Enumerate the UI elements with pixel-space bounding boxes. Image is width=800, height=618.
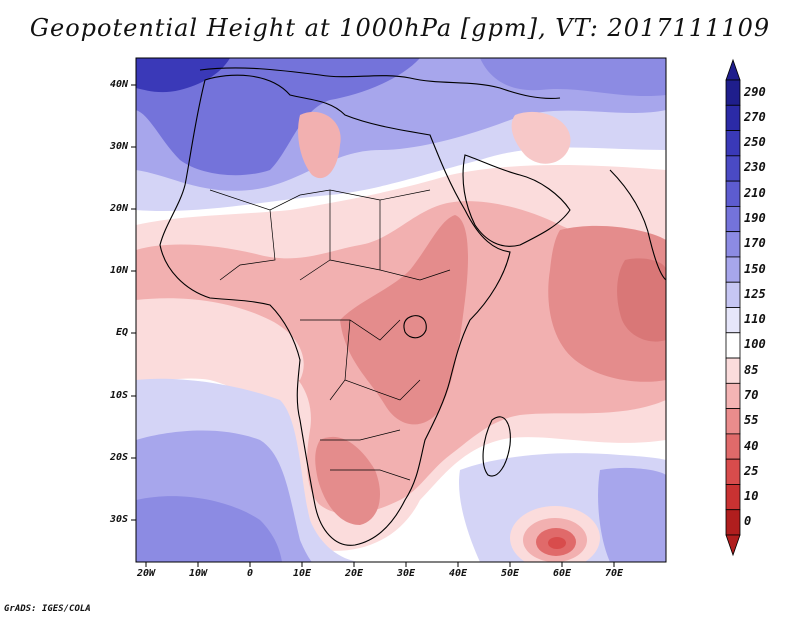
colorbar-swatch	[725, 307, 741, 334]
lon-label-20e: 20E	[344, 568, 364, 579]
lon-label-70e: 70E	[604, 568, 624, 579]
colorbar-level-label: 210	[744, 185, 766, 200]
colorbar-level-label: 110	[744, 312, 766, 327]
lat-label-20s: 20S	[109, 452, 128, 463]
colorbar-level-label: 10	[744, 489, 759, 504]
colorbar-level-label: 40	[744, 438, 759, 453]
lon-label-60e: 60E	[552, 568, 572, 579]
contour-blue-mid-north	[136, 58, 420, 176]
contour-red-mid-eastafrica	[340, 215, 468, 425]
colorbar	[725, 58, 741, 557]
lat-label-30n: 30N	[109, 141, 128, 152]
map-title: Geopotential Height at 1000hPa [gpm], VT…	[29, 14, 771, 42]
colorbar-level-label: 0	[744, 514, 752, 529]
colorbar-level-label: 85	[744, 362, 759, 377]
contour-blue-mid-northeast	[480, 58, 666, 97]
colorbar-level-label: 70	[744, 387, 759, 402]
colorbar-swatch	[725, 433, 741, 460]
lon-label-10e: 10E	[292, 568, 312, 579]
colorbar-swatch	[725, 281, 741, 308]
colorbar-level-label: 170	[744, 236, 766, 251]
colorbar-level-label: 125	[744, 286, 766, 301]
plot-frame	[135, 57, 667, 563]
colorbar-swatch	[725, 332, 741, 359]
grads-credit: GrADS: IGES/COLA	[4, 604, 91, 614]
colorbar-swatch	[725, 155, 741, 182]
lat-label-10s: 10S	[109, 390, 128, 401]
lon-label-30e: 30E	[396, 568, 416, 579]
colorbar-level-label: 150	[744, 261, 766, 276]
colorbar-level-label: 55	[744, 413, 759, 428]
lon-label-40e: 40E	[448, 568, 468, 579]
colorbar-swatch	[725, 408, 741, 435]
africa-coastline	[159, 74, 511, 546]
colorbar-level-label: 25	[744, 463, 759, 478]
contour-blue-mid-southeast	[598, 467, 666, 562]
colorbar-level-label: 190	[744, 211, 766, 226]
europe-coastline	[199, 67, 561, 99]
lake-victoria	[403, 315, 427, 339]
contour-red-low-deep	[548, 537, 566, 549]
lon-label-0: 0	[246, 568, 254, 579]
colorbar-swatch	[725, 130, 741, 157]
contour-red-algeria	[298, 111, 341, 179]
axis-ticks	[131, 84, 615, 567]
colorbar-swatch	[725, 205, 741, 233]
colorbar-swatch	[725, 104, 741, 131]
colorbar-level-label: 270	[744, 109, 766, 124]
colorbar-arrow-top	[725, 58, 741, 81]
colorbar-swatch	[725, 458, 741, 485]
colorbar-swatch	[725, 231, 741, 258]
colorbar-arrow-bottom	[725, 534, 741, 557]
contour-blue-mid-south	[136, 496, 282, 562]
colorbar-swatch	[725, 79, 741, 106]
india-coastline	[609, 169, 666, 281]
contour-red-mid-southafrica	[315, 436, 380, 525]
coastlines	[159, 67, 666, 546]
colorbar-swatch	[725, 484, 741, 511]
lon-label-20w: 20W	[136, 568, 156, 579]
madagascar-coastline	[482, 416, 511, 477]
lat-label-30s: 30S	[109, 514, 128, 525]
lat-label-eq: EQ	[115, 327, 128, 338]
colorbar-swatch	[725, 509, 741, 536]
contour-red-arabia	[511, 111, 571, 164]
contour-red-deep-indianocean	[617, 258, 666, 342]
colorbar-swatch	[725, 180, 741, 207]
lat-label-40n: 40N	[109, 79, 128, 90]
contour-white-gulf-guinea	[136, 298, 304, 382]
contour-field	[136, 58, 666, 562]
lon-label-50e: 50E	[500, 568, 520, 579]
colorbar-swatch	[725, 256, 741, 283]
colorbar-level-label: 230	[744, 160, 766, 175]
colorbar-level-label: 250	[744, 135, 766, 150]
lat-label-20n: 20N	[109, 203, 128, 214]
arabia-coastline	[462, 154, 571, 247]
lat-label-10n: 10N	[109, 265, 128, 276]
contour-blue-deep-northwest	[136, 58, 230, 93]
colorbar-level-label: 100	[744, 337, 766, 352]
country-borders	[209, 189, 451, 481]
colorbar-level-label: 290	[744, 84, 766, 99]
colorbar-swatch	[725, 382, 741, 410]
colorbar-swatch	[725, 357, 741, 384]
lon-label-10w: 10W	[188, 568, 208, 579]
